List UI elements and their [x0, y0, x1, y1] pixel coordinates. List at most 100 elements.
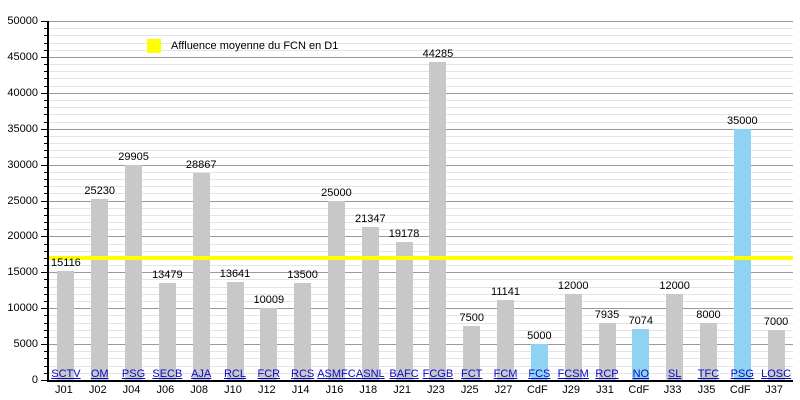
team-link[interactable]: NO: [632, 368, 650, 380]
team-link[interactable]: FCGB: [422, 368, 454, 380]
major-gridline: [49, 164, 793, 166]
team-link[interactable]: FCR: [257, 368, 281, 380]
minor-gridline: [49, 114, 793, 116]
matchday-label: J14: [291, 384, 310, 396]
team-link[interactable]: SCTV: [51, 368, 81, 380]
team-link[interactable]: BAFC: [389, 368, 419, 380]
team-link[interactable]: RCP: [595, 368, 619, 380]
minor-gridline: [49, 329, 793, 331]
major-gridline: [49, 92, 793, 94]
bar-value-label: 10009: [253, 294, 285, 307]
major-gridline: [49, 200, 793, 202]
minor-gridline: [49, 322, 793, 324]
minor-gridline: [49, 78, 793, 80]
y-axis-minor-tick: [44, 107, 47, 109]
y-axis-major-tick: [41, 380, 47, 381]
matchday-label: J37: [765, 384, 783, 396]
major-gridline: [49, 236, 793, 238]
minor-gridline: [49, 28, 793, 30]
y-axis-major-tick: [41, 21, 47, 22]
minor-gridline: [49, 358, 793, 360]
team-link[interactable]: PSG: [121, 368, 146, 380]
matchday-label: J25: [460, 384, 479, 396]
team-link[interactable]: RCL: [223, 368, 246, 380]
team-link[interactable]: AJA: [191, 368, 212, 380]
bar-value-label: 35000: [726, 114, 758, 127]
y-axis-major-tick: [41, 236, 47, 238]
matchday-label: J18: [359, 384, 378, 396]
team-link[interactable]: OM: [90, 368, 109, 380]
team-link[interactable]: SL: [667, 368, 682, 380]
team-link[interactable]: ASNL: [355, 368, 385, 380]
plot-area: 15116 SCTV 25230 OM 29905 PSG 13479 SECB 28867 AJ…: [47, 21, 793, 382]
y-axis-minor-tick: [44, 150, 47, 152]
y-axis-major-tick: [41, 200, 47, 202]
y-axis-tick-label: 50000: [7, 15, 38, 27]
major-gridline: [49, 344, 793, 346]
minor-gridline: [49, 107, 793, 109]
minor-gridline: [49, 286, 793, 288]
y-axis-major-tick: [41, 308, 47, 310]
average-attendance-line: [49, 255, 793, 260]
y-axis-minor-tick: [44, 222, 47, 224]
y-axis-minor-tick: [44, 207, 47, 209]
team-link[interactable]: PSG: [730, 368, 754, 380]
team-link[interactable]: SECB: [152, 368, 183, 380]
y-axis-minor-tick: [44, 265, 47, 267]
matchday-label: J16: [325, 384, 344, 396]
bar-value-label: 13479: [152, 269, 183, 282]
y-axis-minor-tick: [44, 358, 47, 360]
y-axis-major-tick: [41, 272, 47, 274]
y-axis-major-tick: [41, 128, 47, 130]
team-link[interactable]: FCSM: [557, 368, 589, 380]
y-axis-minor-tick: [44, 229, 47, 231]
matchday-label: CdF: [628, 384, 650, 396]
y-axis-tick-label: 10000: [7, 302, 38, 315]
minor-gridline: [49, 171, 793, 173]
team-link[interactable]: FCT: [461, 368, 483, 380]
bar-value-label: 7500: [459, 312, 484, 325]
team-link[interactable]: TFC: [697, 368, 720, 380]
minor-gridline: [49, 229, 793, 231]
y-axis-minor-tick: [44, 279, 47, 281]
team-link[interactable]: RCS: [291, 368, 315, 380]
y-axis-tick-label: 5000: [13, 338, 38, 351]
y-axis-minor-tick: [44, 329, 47, 331]
team-link[interactable]: FCS: [528, 368, 551, 380]
team-link[interactable]: LOSC: [761, 368, 792, 380]
minor-gridline: [49, 71, 793, 73]
minor-gridline: [49, 372, 793, 374]
minor-gridline: [49, 351, 793, 353]
major-gridline: [49, 128, 793, 130]
bar-value-label: 13500: [287, 269, 318, 282]
matchday-label: J06: [156, 384, 175, 396]
major-gridline: [49, 272, 793, 274]
minor-gridline: [49, 250, 793, 252]
y-axis-minor-tick: [44, 49, 47, 51]
matchday-label: J23: [427, 384, 445, 396]
bar-value-label: 25000: [321, 186, 352, 199]
bar-value-label: 7074: [628, 315, 654, 328]
matchday-label: J10: [224, 384, 242, 396]
bar-league-match: [497, 300, 515, 380]
matchday-label: J27: [494, 384, 513, 396]
matchday-label: CdF: [526, 384, 548, 396]
bar-league-match: [666, 293, 684, 380]
legend-swatch: [147, 39, 161, 53]
team-link[interactable]: ASMFC: [317, 368, 356, 380]
bar-league-match: [361, 226, 379, 380]
bar-league-match: [767, 329, 785, 380]
minor-gridline: [49, 243, 793, 245]
legend-label: Affluence moyenne du FCN en D1: [171, 40, 339, 52]
y-axis-tick-label: 15000: [7, 266, 38, 279]
y-axis-tick-label: 20000: [7, 230, 38, 243]
minor-gridline: [49, 207, 793, 209]
bar-cup-match: [733, 128, 751, 380]
minor-gridline: [49, 150, 793, 152]
matchday-label: J04: [122, 384, 141, 396]
major-gridline: [49, 56, 793, 58]
matchday-label: J29: [562, 384, 581, 396]
y-axis-minor-tick: [44, 28, 47, 30]
team-link[interactable]: FCM: [493, 368, 518, 380]
bar-league-match: [564, 293, 582, 380]
